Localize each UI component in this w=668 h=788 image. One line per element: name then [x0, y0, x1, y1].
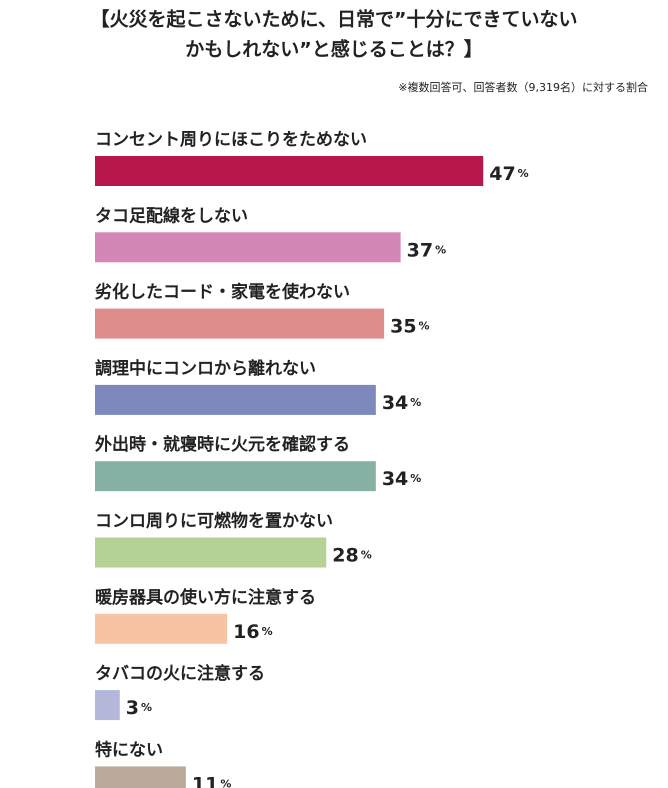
bar — [95, 156, 484, 186]
value-label: 16% — [233, 620, 272, 642]
chart-title: 【火災を起こさないために、日常で”十分にできていない — [91, 8, 578, 31]
category-label: タコ足配線をしない — [95, 205, 248, 226]
value-label: 35% — [390, 315, 429, 337]
value-label: 34% — [382, 391, 421, 413]
category-label: 劣化したコード・家電を使わない — [95, 282, 350, 303]
bar — [95, 232, 401, 263]
value-label: 47% — [489, 163, 528, 185]
category-label: 外出時・就寝時に火元を確認する — [95, 434, 350, 455]
category-label: 特にない — [95, 739, 163, 760]
category-label: 暖房器具の使い方に注意する — [95, 587, 316, 608]
value-label: 11% — [192, 773, 231, 788]
category-label: コンロ周りに可燃物を置かない — [95, 511, 333, 532]
category-label: 調理中にコンロから離れない — [95, 358, 316, 379]
value-label: 28% — [332, 544, 371, 566]
value-label: 37% — [407, 239, 446, 261]
note: ※複数回答可、回答者数（9,319名）に対する割合 — [398, 80, 648, 94]
bar — [95, 461, 376, 492]
value-label: 34% — [382, 468, 421, 490]
bar — [95, 384, 376, 415]
category-label: コンセント周りにほこりをためない — [95, 130, 367, 150]
bar — [95, 308, 385, 339]
bar — [95, 766, 186, 788]
bar — [95, 690, 120, 721]
value-label: 3% — [126, 697, 152, 719]
bar — [95, 537, 327, 568]
category-label: タバコの火に注意する — [95, 663, 265, 684]
chart-title: かもしれない”と感じることは？】 — [185, 38, 483, 61]
bar — [95, 613, 228, 644]
